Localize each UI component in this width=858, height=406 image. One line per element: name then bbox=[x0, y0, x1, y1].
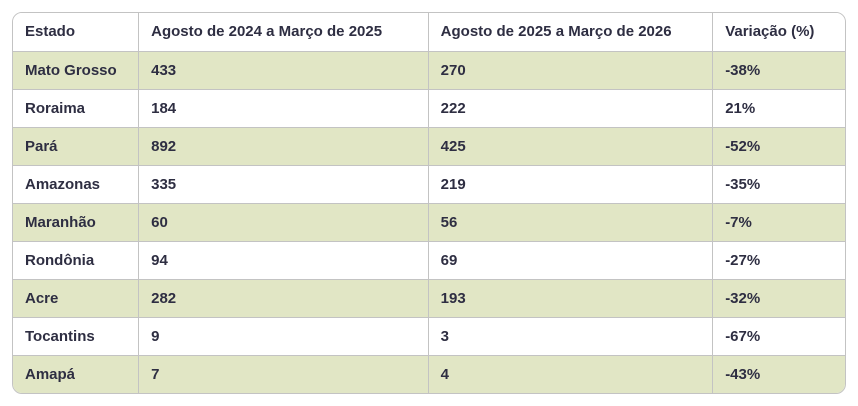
cell-estado: Amazonas bbox=[13, 165, 140, 204]
cell-periodo1: 433 bbox=[138, 51, 429, 90]
cell-variacao: -67% bbox=[712, 317, 845, 356]
cell-periodo1: 7 bbox=[138, 355, 429, 393]
cell-variacao: -32% bbox=[712, 279, 845, 318]
cell-periodo2: 56 bbox=[428, 203, 714, 242]
cell-variacao: -7% bbox=[712, 203, 845, 242]
cell-estado: Acre bbox=[13, 279, 140, 318]
cell-periodo2: 270 bbox=[428, 51, 714, 90]
cell-periodo1: 184 bbox=[138, 89, 429, 128]
table-row-amapa: Amapá 7 4 -43% bbox=[13, 355, 845, 393]
cell-periodo2: 3 bbox=[428, 317, 714, 356]
cell-periodo1: 60 bbox=[138, 203, 429, 242]
cell-periodo2: 425 bbox=[428, 127, 714, 166]
states-comparison-table: Estado Agosto de 2024 a Março de 2025 Ag… bbox=[13, 13, 845, 393]
table-row-tocantins: Tocantins 9 3 -67% bbox=[13, 317, 845, 356]
table-row-para: Pará 892 425 -52% bbox=[13, 127, 845, 166]
cell-periodo2: 4 bbox=[428, 355, 714, 393]
column-header-estado: Estado bbox=[13, 13, 140, 52]
table-row-amazonas: Amazonas 335 219 -35% bbox=[13, 165, 845, 204]
table-row-maranhao: Maranhão 60 56 -7% bbox=[13, 203, 845, 242]
cell-variacao: -35% bbox=[712, 165, 845, 204]
cell-variacao: -38% bbox=[712, 51, 845, 90]
column-header-periodo-2025-2026: Agosto de 2025 a Março de 2026 bbox=[428, 13, 714, 52]
table-row-rondonia: Rondônia 94 69 -27% bbox=[13, 241, 845, 280]
cell-periodo2: 222 bbox=[428, 89, 714, 128]
header-row: Estado Agosto de 2024 a Março de 2025 Ag… bbox=[13, 13, 845, 52]
column-header-variacao: Variação (%) bbox=[712, 13, 845, 52]
data-table-container: Estado Agosto de 2024 a Março de 2025 Ag… bbox=[12, 12, 846, 394]
table-row-roraima: Roraima 184 222 21% bbox=[13, 89, 845, 128]
cell-periodo1: 335 bbox=[138, 165, 429, 204]
cell-periodo2: 219 bbox=[428, 165, 714, 204]
cell-estado: Pará bbox=[13, 127, 140, 166]
cell-estado: Amapá bbox=[13, 355, 140, 393]
cell-estado: Mato Grosso bbox=[13, 51, 140, 90]
column-header-periodo-2024-2025: Agosto de 2024 a Março de 2025 bbox=[138, 13, 429, 52]
cell-periodo2: 69 bbox=[428, 241, 714, 280]
cell-estado: Maranhão bbox=[13, 203, 140, 242]
table-row-mato-grosso: Mato Grosso 433 270 -38% bbox=[13, 51, 845, 90]
cell-variacao: -43% bbox=[712, 355, 845, 393]
cell-periodo1: 282 bbox=[138, 279, 429, 318]
cell-periodo2: 193 bbox=[428, 279, 714, 318]
cell-variacao: 21% bbox=[712, 89, 845, 128]
cell-estado: Rondônia bbox=[13, 241, 140, 280]
cell-periodo1: 9 bbox=[138, 317, 429, 356]
cell-variacao: -27% bbox=[712, 241, 845, 280]
cell-variacao: -52% bbox=[712, 127, 845, 166]
table-row-acre: Acre 282 193 -32% bbox=[13, 279, 845, 318]
cell-estado: Roraima bbox=[13, 89, 140, 128]
cell-estado: Tocantins bbox=[13, 317, 140, 356]
cell-periodo1: 892 bbox=[138, 127, 429, 166]
cell-periodo1: 94 bbox=[138, 241, 429, 280]
